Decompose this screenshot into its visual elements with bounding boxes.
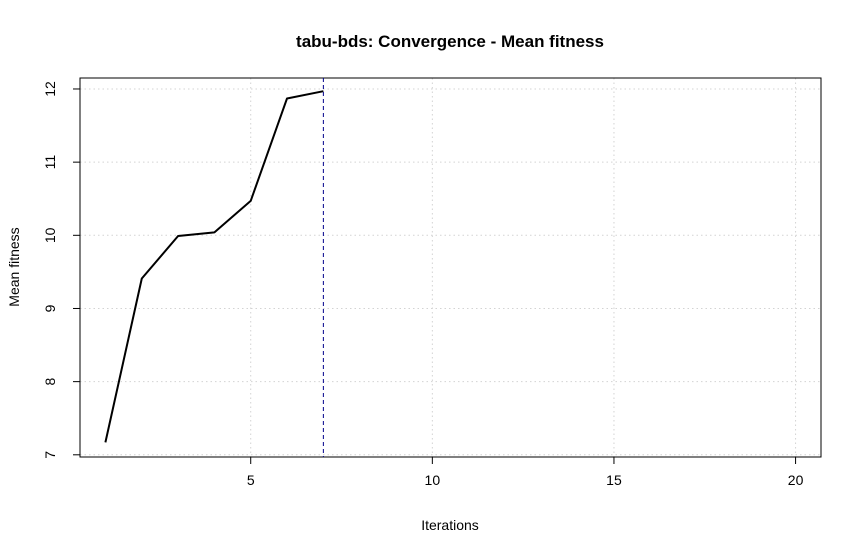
mean-fitness-line — [104, 90, 324, 443]
x-tick-label: 5 — [247, 472, 255, 488]
y-tick-label: 8 — [42, 378, 58, 386]
plot-frame — [79, 77, 822, 458]
grid — [80, 78, 821, 457]
x-tick-label: 15 — [606, 472, 622, 488]
y-tick-label: 12 — [42, 81, 58, 97]
x-axis-label: Iterations — [421, 517, 479, 533]
x-tick-label: 20 — [788, 472, 804, 488]
y-tick-label: 9 — [42, 304, 58, 312]
data-layer — [104, 78, 324, 457]
x-tick-label: 10 — [425, 472, 441, 488]
y-axis-label: Mean fitness — [6, 227, 22, 306]
y-tick-label: 10 — [42, 227, 58, 243]
y-tick-label: 7 — [42, 451, 58, 459]
chart-title: tabu-bds: Convergence - Mean fitness — [296, 32, 604, 51]
y-tick-label: 11 — [42, 155, 58, 170]
axes: 5 10 15 20 7 8 9 10 11 12 — [42, 81, 804, 488]
